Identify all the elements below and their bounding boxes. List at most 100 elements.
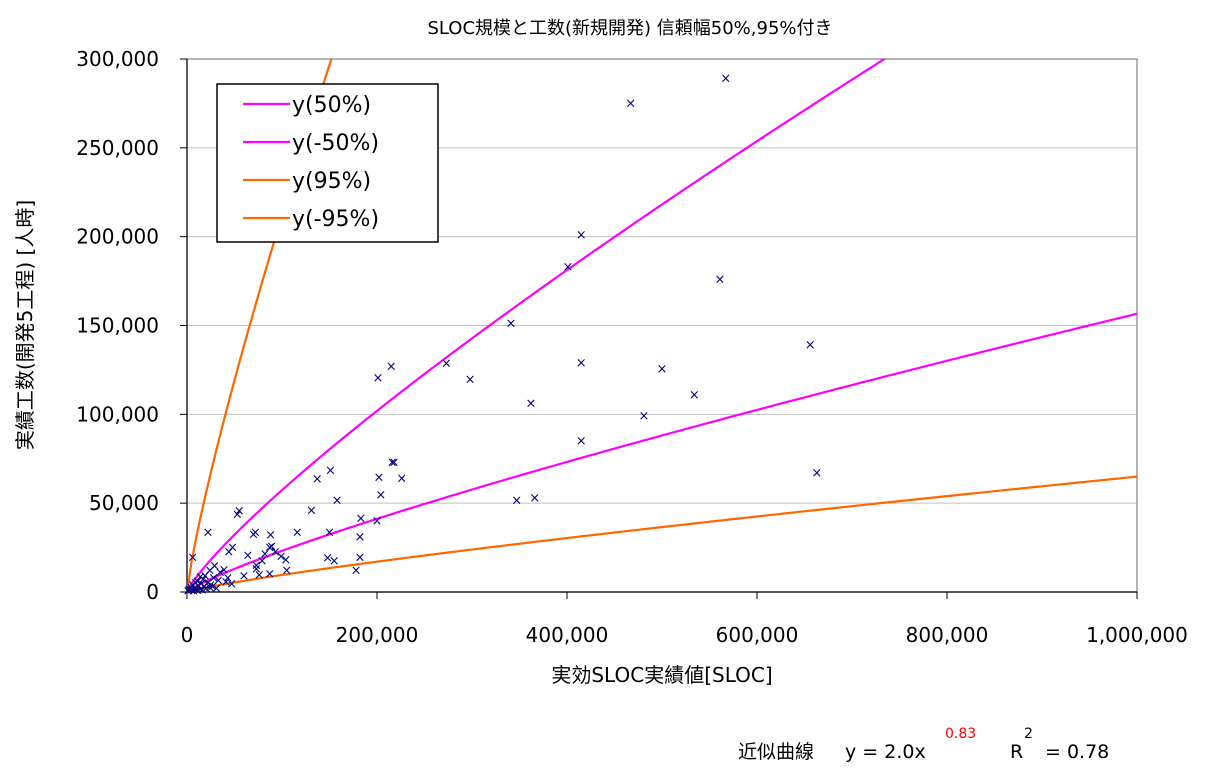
data-point: × — [195, 570, 206, 585]
data-point: × — [396, 471, 407, 486]
data-point: × — [187, 578, 198, 593]
y-axis: 0 50,000 100,000 150,000 200,000 250,000 300,0… — [76, 47, 188, 604]
data-point: × — [183, 583, 194, 598]
data-point: × — [714, 272, 725, 287]
data-point: × — [197, 583, 208, 598]
data-point: × — [372, 514, 383, 529]
data-point: × — [242, 549, 253, 564]
data-point: × — [332, 494, 343, 509]
data-point: × — [525, 397, 536, 412]
x-axis: 0 200,000 400,000 600,000 800,000 1,000,000 — [181, 591, 1188, 647]
fit-equation: 近似曲線 y = 2.0x 0.83 R 2 = 0.78 — [738, 726, 1109, 763]
legend-label: y(50%) — [292, 93, 371, 118]
data-point: × — [355, 511, 366, 526]
data-point: × — [257, 554, 268, 569]
data-point: × — [191, 582, 202, 597]
data-point: × — [562, 260, 573, 275]
data-point: × — [657, 362, 668, 377]
data-point: × — [354, 530, 365, 545]
data-point: × — [222, 571, 233, 586]
curve-y(-50%) — [187, 312, 1137, 592]
data-point: × — [232, 508, 243, 523]
data-point: × — [638, 409, 649, 424]
data-point: × — [264, 567, 275, 582]
data-point: × — [511, 494, 522, 509]
data-point: × — [189, 581, 200, 596]
y-tick-label: 100,000 — [76, 402, 159, 426]
data-point: × — [199, 580, 210, 595]
data-point: × — [227, 541, 238, 556]
data-point: × — [215, 565, 226, 580]
data-point: × — [292, 525, 303, 540]
data-point: × — [720, 72, 731, 87]
x-axis-title: 実効SLOC実績値[SLOC] — [551, 663, 772, 687]
data-point: × — [202, 576, 213, 591]
data-point: × — [202, 525, 213, 540]
data-point: × — [188, 584, 199, 599]
data-point: × — [281, 564, 292, 579]
data-point: × — [576, 228, 587, 243]
y-tick-label: 300,000 — [76, 47, 159, 71]
confidence-curves — [187, 59, 1137, 592]
data-point: × — [192, 584, 203, 599]
data-point: × — [211, 581, 222, 596]
data-point: × — [324, 525, 335, 540]
data-point: × — [270, 545, 281, 560]
data-point: × — [219, 563, 230, 578]
data-point: × — [220, 575, 231, 590]
data-point: × — [204, 564, 215, 579]
data-point: × — [389, 455, 400, 470]
data-point: × — [186, 583, 197, 598]
data-point: × — [254, 568, 265, 583]
data-point: × — [276, 549, 287, 564]
data-point: × — [209, 559, 220, 574]
data-point: × — [187, 550, 198, 565]
data-point: × — [234, 504, 245, 519]
y-tick-label: 50,000 — [89, 491, 159, 515]
data-point: × — [264, 541, 275, 556]
legend-label: y(-95%) — [292, 207, 379, 232]
data-point: × — [465, 373, 476, 388]
data-point: × — [306, 503, 317, 518]
data-point: × — [204, 581, 215, 596]
data-point: × — [354, 550, 365, 565]
legend-box — [216, 83, 439, 243]
r-squared-value: = 0.78 — [1045, 741, 1109, 763]
data-point: × — [251, 562, 262, 577]
y-axis-title: 実績工数(開発5工程) [人時] — [13, 200, 37, 450]
data-point: × — [213, 573, 224, 588]
legend-label: y(95%) — [292, 169, 371, 194]
data-point: × — [193, 579, 204, 594]
legend-label: y(-50%) — [292, 131, 379, 156]
data-point: × — [372, 371, 383, 386]
data-point: × — [529, 491, 540, 506]
data-point: × — [223, 545, 234, 560]
data-point: × — [201, 581, 212, 596]
data-point: × — [280, 553, 291, 568]
data-point: × — [182, 584, 193, 599]
data-point: × — [251, 558, 262, 573]
legend: y(50%) y(-50%) y(95%) y(-95%) — [216, 83, 439, 243]
data-point: × — [266, 540, 277, 555]
data-point: × — [265, 528, 276, 543]
data-point: × — [198, 573, 209, 588]
data-point: × — [248, 527, 259, 542]
x-tick-label: 400,000 — [526, 623, 609, 647]
data-point: × — [226, 577, 237, 592]
data-point: × — [250, 525, 261, 540]
r-squared-superscript: 2 — [1024, 726, 1033, 742]
data-point: × — [259, 547, 270, 562]
data-point: × — [205, 578, 216, 593]
data-point: × — [185, 581, 196, 596]
curve-y(-95%) — [187, 475, 1137, 592]
chart-title: SLOC規模と工数(新規開発) 信頼幅50%,95%付き — [427, 18, 832, 39]
data-point: × — [208, 571, 219, 586]
data-point: × — [190, 576, 201, 591]
data-point: × — [239, 569, 250, 584]
x-tick-label: 600,000 — [716, 623, 799, 647]
curve-y(50%) — [187, 59, 887, 592]
data-point: × — [195, 582, 206, 597]
y-tick-label: 200,000 — [76, 225, 159, 249]
data-point: × — [387, 455, 398, 470]
